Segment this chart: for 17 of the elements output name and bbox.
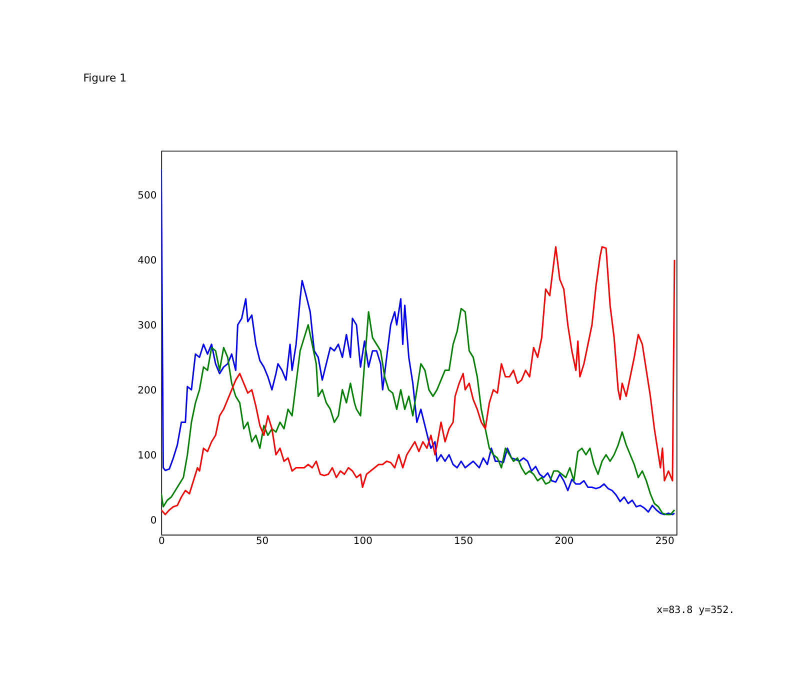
x-tick-label: 100 [353,536,372,548]
x-tick-label: 150 [454,536,474,548]
y-tick-label: 500 [138,190,157,202]
x-tick-label: 200 [554,536,574,548]
y-tick-label: 0 [150,515,157,526]
line-series [161,168,676,516]
x-tick-label: 0 [158,536,165,548]
x-tick-label: 250 [655,536,674,548]
text: x=83.8 y=352. [656,604,735,616]
x-tick-label: 50 [256,536,269,548]
line-series [161,308,676,516]
y-tick-label: 200 [138,386,157,397]
y-tick-label: 400 [138,256,157,267]
y-tick-label: 300 [138,320,157,332]
chart-title: Figure 1 [83,72,126,85]
line-series [161,246,676,516]
y-tick-label: 100 [138,450,157,462]
